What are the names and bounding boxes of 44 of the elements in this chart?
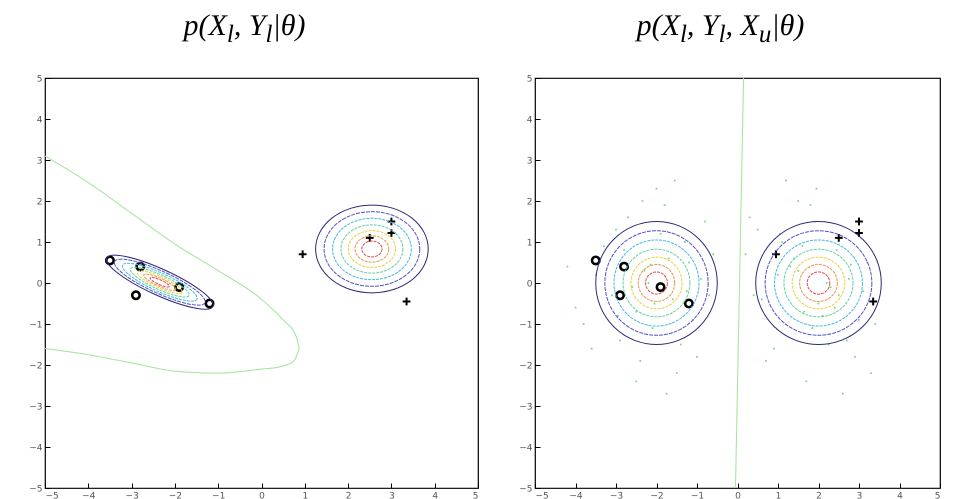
- x-tick-label: −3: [125, 492, 139, 499]
- y-tick-label: −3: [29, 402, 42, 412]
- y-tick-label: −1: [519, 320, 532, 330]
- x-tick-label: −4: [82, 492, 96, 499]
- y-tick-label: 5: [36, 74, 42, 84]
- x-tick-label: 0: [259, 492, 266, 499]
- x-tick-label: 5: [934, 492, 940, 499]
- y-tick-label: 1: [526, 238, 532, 248]
- y-tick-label: −1: [29, 320, 42, 330]
- y-tick-label: 3: [526, 156, 532, 166]
- x-tick-label: 3: [856, 492, 862, 499]
- x-tick-label: −1: [212, 492, 226, 499]
- x-tick-label: −1: [690, 492, 704, 499]
- y-tick-label: −4: [519, 444, 533, 454]
- x-tick-label: 4: [897, 492, 904, 499]
- y-tick-label: −2: [519, 362, 532, 372]
- x-tick-label: 2: [816, 492, 822, 499]
- x-tick-label: 2: [346, 492, 352, 499]
- x-tick-label: 1: [302, 492, 308, 499]
- y-tick-label: 4: [526, 116, 533, 126]
- x-tick-label: 0: [735, 492, 742, 499]
- chart-title: p(X$_{l}$, Y$_{l}$, X$_{u}$|θ): [634, 8, 806, 50]
- y-tick-label: 2: [526, 198, 532, 208]
- y-tick-label: 1: [36, 238, 42, 248]
- x-tick-label: −5: [46, 492, 59, 499]
- y-tick-label: −3: [519, 402, 532, 412]
- y-tick-label: −4: [29, 444, 43, 454]
- y-tick-label: 0: [526, 280, 533, 290]
- y-tick-label: 5: [526, 74, 532, 84]
- y-tick-label: 0: [36, 280, 43, 290]
- x-tick-label: 1: [776, 492, 782, 499]
- x-tick-label: 5: [472, 492, 478, 499]
- x-tick-label: −3: [610, 492, 624, 499]
- y-tick-label: 3: [36, 156, 42, 166]
- x-tick-label: −2: [650, 492, 664, 499]
- x-tick-label: −4: [569, 492, 583, 499]
- y-tick-label: 4: [36, 116, 43, 126]
- y-tick-label: 2: [36, 198, 42, 208]
- x-tick-label: −5: [536, 492, 549, 499]
- x-tick-label: −2: [168, 492, 182, 499]
- x-tick-label: 4: [432, 492, 438, 499]
- y-tick-label: −2: [29, 362, 42, 372]
- chart-title: p(X$_{l}$, Y$_{l}$|θ): [180, 8, 306, 50]
- x-tick-label: 3: [389, 492, 395, 499]
